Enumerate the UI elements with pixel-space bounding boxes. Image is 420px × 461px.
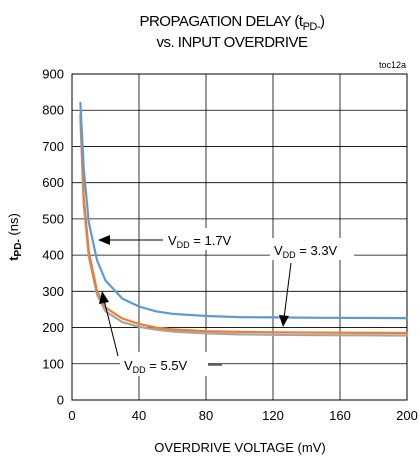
annotation-5v5: VDD = 5.5V — [124, 358, 188, 375]
series-lines — [79, 101, 409, 337]
annotation-arrow-3v3 — [283, 262, 292, 319]
y-tick-label: 500 — [42, 211, 64, 226]
y-tick-label: 100 — [42, 356, 64, 371]
arrowhead-5v5 — [99, 291, 109, 304]
anno1-main: V — [168, 233, 177, 248]
arrowhead-1v7 — [98, 235, 110, 245]
annotation-arrow-5v5 — [103, 299, 119, 357]
ylabel-main: t — [6, 256, 21, 261]
x-tick-label: 200 — [396, 408, 418, 423]
x-axis-label: OVERDRIVE VOLTAGE (mV) — [154, 440, 325, 455]
y-tick-label: 200 — [42, 320, 64, 335]
annotation-3v3: VDD = 3.3V — [274, 243, 338, 260]
title-main: PROPAGATION DELAY (t — [139, 13, 303, 30]
chart-title-line1: PROPAGATION DELAY (tPD-) — [139, 13, 325, 33]
series-line-2 — [79, 112, 409, 335]
title-sub: PD- — [303, 21, 321, 33]
y-tick-label: 300 — [42, 284, 64, 299]
annotation-box-3v3 — [270, 238, 354, 260]
y-tick-label: 600 — [42, 175, 64, 190]
y-tick-label: 700 — [42, 139, 64, 154]
arrowhead-3v3 — [279, 315, 289, 327]
anno2-sub: DD — [283, 250, 296, 260]
x-tick-label: 80 — [199, 408, 213, 423]
figure-id: toc12a — [379, 60, 406, 70]
anno2-rest: = 3.3V — [296, 243, 338, 258]
x-tick-label: 160 — [329, 408, 351, 423]
anno3-main: V — [124, 358, 133, 373]
annotation-1v7: VDD = 1.7V — [168, 233, 232, 250]
y-tick-labels: 0 100 200 300 400 500 600 700 800 900 — [42, 67, 64, 408]
anno1-sub: DD — [177, 240, 190, 250]
chart-title-line2: vs. INPUT OVERDRIVE — [156, 34, 308, 51]
anno1-rest: = 1.7V — [190, 233, 232, 248]
annotation-box-5v5 — [120, 352, 208, 376]
y-axis-label: tPD- (ns) — [6, 213, 24, 261]
ylabel-unit: (ns) — [6, 213, 21, 239]
title-end: ) — [320, 13, 325, 30]
x-tick-labels: 0 40 80 120 160 200 — [68, 408, 417, 423]
x-tick-label: 120 — [262, 408, 284, 423]
y-tick-label: 0 — [57, 393, 64, 408]
x-tick-label: 0 — [68, 408, 75, 423]
x-tick-label: 40 — [132, 408, 146, 423]
anno2-main: V — [274, 243, 283, 258]
annotation-box-1v7 — [163, 228, 249, 250]
y-tick-label: 900 — [42, 67, 64, 82]
anno3-sub: DD — [133, 365, 146, 375]
y-tick-label: 400 — [42, 248, 64, 263]
y-tick-label: 800 — [42, 103, 64, 118]
ylabel-sub: PD- — [13, 239, 24, 256]
series-line-1 — [79, 101, 409, 320]
anno3-rest: = 5.5V — [146, 358, 188, 373]
